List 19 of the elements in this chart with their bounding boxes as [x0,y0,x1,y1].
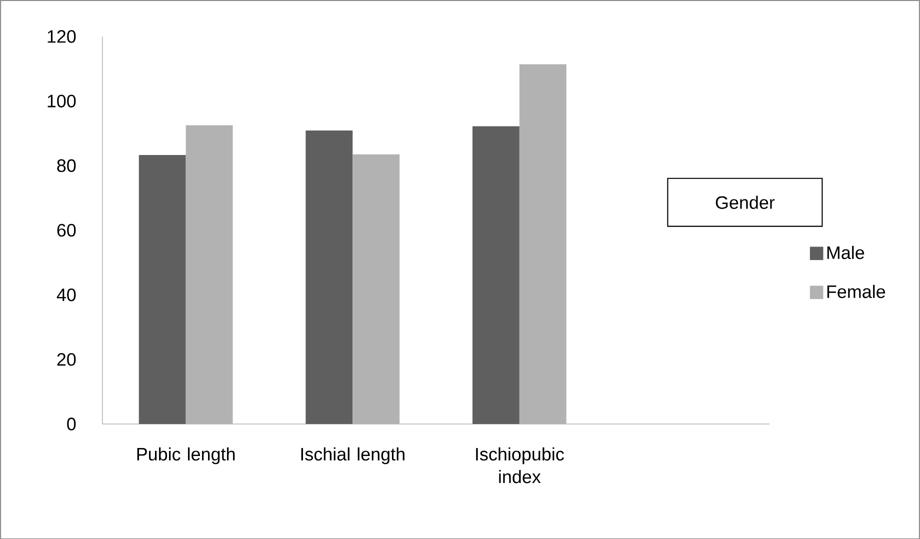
y-tick-label: 80 [57,159,76,172]
x-tick-label: Pubic length [137,447,235,464]
x-tick-label: Ischial length [301,447,404,464]
legend-label: Male [827,246,864,259]
bar [352,154,400,424]
bar [472,126,520,424]
x-tick-label: Ischiopubic index [476,447,564,484]
y-tick-label: 100 [48,94,76,108]
bar [186,125,233,424]
bar [519,64,566,424]
bar [306,130,353,424]
bar [138,154,186,424]
y-tick-label: 20 [57,352,76,366]
y-tick-label: 40 [56,288,76,301]
legend-label: Female [827,284,886,298]
y-tick-label: 0 [67,417,76,430]
y-tick-label: 60 [57,224,76,236]
legend-title: Gender [716,196,775,209]
y-tick-label: 120 [48,30,76,43]
